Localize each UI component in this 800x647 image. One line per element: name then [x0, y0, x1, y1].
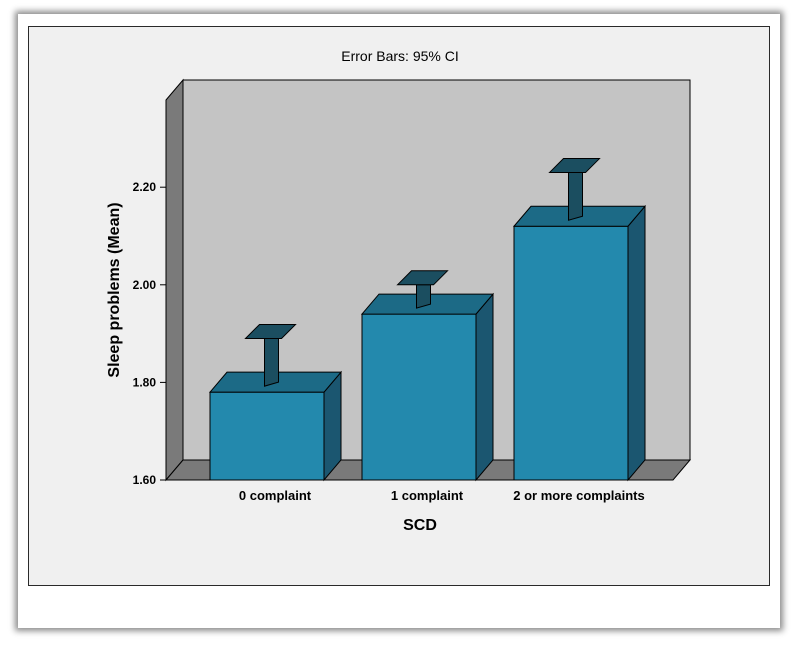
error-bar-stem [568, 172, 583, 221]
error-bar-cap [244, 323, 297, 339]
bars [208, 158, 647, 482]
bar-group [360, 270, 495, 482]
y-tick-label: 2.00 [133, 278, 157, 292]
y-tick-label: 2.20 [133, 180, 157, 194]
side-wall [165, 78, 184, 482]
bar [513, 225, 629, 481]
chart-subtitle: Error Bars: 95% CI [341, 48, 458, 64]
bar-side [475, 292, 494, 482]
x-tick-label: 0 complaint [239, 488, 312, 503]
error-bar-cap [548, 158, 601, 174]
y-axis-ticks: 1.60 1.80 2.00 2.20 [133, 180, 166, 487]
bar [361, 313, 477, 481]
bar-group [512, 158, 647, 482]
bar-group [208, 323, 343, 482]
y-tick-label: 1.60 [133, 473, 157, 487]
x-tick-label: 1 complaint [391, 488, 464, 503]
bar [209, 391, 325, 481]
x-axis-title: SCD [403, 517, 437, 534]
x-axis-tick-labels: 0 complaint 1 complaint 2 or more complain… [239, 488, 645, 503]
error-bar-stem [416, 284, 431, 309]
x-tick-label: 2 or more complaints [513, 488, 644, 503]
y-tick-label: 1.80 [133, 375, 157, 389]
error-bar-stem [264, 337, 279, 387]
y-axis-title: Sleep problems (Mean) [106, 202, 123, 377]
bar-side [627, 204, 646, 482]
error-bar-cap [396, 270, 449, 286]
